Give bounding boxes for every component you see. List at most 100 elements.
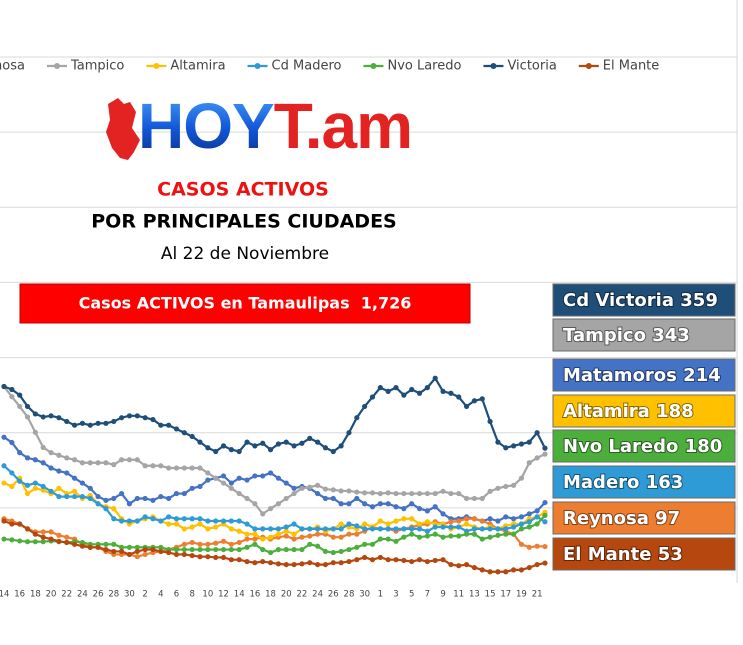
point [479,396,485,402]
x-tick-label: 7 [425,590,430,600]
point [150,497,156,503]
point [48,450,54,456]
point [542,560,548,566]
point [197,546,203,553]
point [260,526,266,532]
point [40,539,46,545]
point [534,455,540,461]
point [244,536,250,542]
city-name: Cd Victoria [563,290,674,311]
point [236,539,242,546]
x-tick-label: 16 [249,590,260,600]
point [71,493,78,500]
point [393,490,399,497]
legend-item: Cd Madero [247,59,342,74]
point [158,493,164,500]
point [315,482,321,488]
point [213,546,219,553]
point [17,521,23,527]
point [56,532,62,538]
point [362,541,368,547]
point [189,524,195,530]
point [283,439,289,445]
point [48,413,54,419]
point [315,561,321,568]
point [338,488,344,494]
point [252,541,258,547]
point [518,526,525,532]
point [244,531,250,537]
point [283,528,289,534]
legend-marker [254,63,261,69]
point [432,524,438,530]
x-tick-label: 26 [93,590,104,600]
point [362,490,368,496]
point [330,549,336,556]
point [260,473,266,479]
point [79,543,85,549]
point [252,536,258,542]
point [126,518,133,524]
x-tick-label: 13 [469,590,480,600]
point [283,533,289,539]
point [173,516,180,522]
point [542,543,548,550]
point [432,375,438,381]
point [32,485,38,491]
point [440,534,446,540]
point [283,561,289,568]
point [189,539,195,546]
point [64,455,70,461]
point [79,460,85,466]
point [401,557,407,564]
point [228,526,234,532]
point [275,531,281,537]
point [487,534,493,540]
point [213,554,219,561]
point [126,544,133,550]
point [526,511,532,517]
point [9,386,15,393]
x-tick-label: 6 [174,590,179,600]
point [111,462,117,468]
point [330,534,336,540]
point [40,444,46,450]
point [416,506,423,512]
point [307,526,313,532]
point [369,541,376,547]
point [283,524,289,530]
point [103,506,109,512]
legend-item: Altamira [146,59,226,74]
point [518,521,525,527]
point [463,495,470,502]
x-tick-label: 12 [218,590,229,600]
point [56,538,62,544]
point [119,490,125,497]
point [495,518,501,524]
point [189,546,195,553]
point [181,541,187,547]
point [260,546,266,553]
point [103,420,109,426]
city-name: Reynosa [563,508,649,529]
point [79,493,85,500]
point [1,480,7,486]
point [158,463,164,469]
point [142,551,148,558]
point [346,501,352,507]
point [267,526,274,532]
point [56,485,62,491]
point [267,447,274,453]
point [362,501,368,507]
point [416,490,423,497]
point [205,554,211,560]
point [338,521,344,527]
point [409,558,415,565]
point [346,531,352,537]
point [228,541,234,547]
point [354,495,360,502]
legend-text: El Mante [603,59,659,74]
point [362,554,368,561]
point [495,532,501,538]
point [354,415,360,421]
